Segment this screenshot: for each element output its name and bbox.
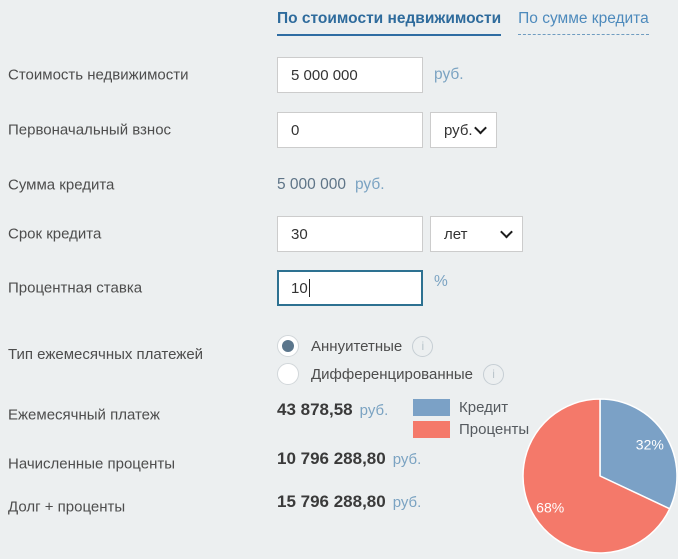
payment-type-row: Тип ежемесячных платежей Аннуитетные i Д… bbox=[0, 335, 678, 385]
tab-by-loan-amount[interactable]: По сумме кредита bbox=[518, 10, 649, 35]
radio-option-annuity[interactable]: Аннуитетные i bbox=[277, 335, 504, 357]
pie-chart: 32% 68% bbox=[522, 398, 678, 554]
loan-amount-label: Сумма кредита bbox=[8, 176, 115, 194]
accrued-interest-label: Начисленные проценты bbox=[8, 455, 175, 473]
interest-rate-label: Процентная ставка bbox=[8, 279, 143, 297]
tab-bar: По стоимости недвижимости По сумме креди… bbox=[277, 10, 649, 36]
monthly-payment-label: Ежемесячный платеж bbox=[8, 406, 160, 424]
legend-item-credit: Кредит bbox=[413, 399, 529, 416]
payment-type-label: Тип ежемесячных платежей bbox=[8, 346, 204, 363]
accrued-interest-value: 10 796 288,80 bbox=[277, 449, 386, 468]
property-value-input[interactable]: 5 000 000 bbox=[277, 57, 423, 93]
monthly-payment-row: Ежемесячный платеж 43 878,58 руб. bbox=[8, 400, 389, 424]
text-caret bbox=[308, 279, 310, 297]
property-value-label: Стоимость недвижимости bbox=[8, 66, 189, 84]
tab-by-property-value[interactable]: По стоимости недвижимости bbox=[277, 10, 502, 36]
legend-swatch-interest bbox=[413, 421, 450, 438]
pie-slice-label: 68% bbox=[536, 500, 564, 516]
radio-button-icon[interactable] bbox=[277, 363, 299, 385]
interest-rate-row: Процентная ставка 10 % bbox=[0, 270, 678, 306]
property-value-row: Стоимость недвижимости 5 000 000 руб. bbox=[0, 57, 678, 93]
debt-plus-interest-row: Долг + проценты 15 796 288,80 руб. bbox=[8, 492, 422, 516]
loan-amount-row: Сумма кредита 5 000 000 руб. bbox=[0, 167, 678, 203]
debt-plus-interest-label: Долг + проценты bbox=[8, 498, 126, 516]
percent-unit-label: % bbox=[434, 273, 448, 290]
loan-amount-value: 5 000 000 bbox=[277, 176, 346, 193]
pie-slice-Проценты bbox=[522, 398, 671, 554]
debt-plus-interest-value: 15 796 288,80 bbox=[277, 492, 386, 511]
down-payment-label: Первоначальный взнос bbox=[8, 121, 172, 139]
interest-rate-input[interactable]: 10 bbox=[277, 270, 423, 306]
loan-term-input[interactable]: 30 bbox=[277, 216, 423, 252]
info-icon[interactable]: i bbox=[412, 335, 434, 357]
down-payment-input[interactable]: 0 bbox=[277, 112, 423, 148]
currency-unit-label: руб. bbox=[434, 66, 464, 83]
chevron-down-icon bbox=[500, 225, 513, 239]
loan-amount-unit: руб. bbox=[354, 176, 385, 193]
loan-term-label: Срок кредита bbox=[8, 225, 102, 243]
loan-term-unit-select[interactable]: лет bbox=[430, 216, 523, 252]
radio-button-icon[interactable] bbox=[277, 335, 299, 357]
loan-term-row: Срок кредита 30 лет bbox=[0, 216, 678, 252]
pie-legend: Кредит Проценты bbox=[413, 399, 529, 443]
monthly-payment-value: 43 878,58 bbox=[277, 400, 353, 419]
legend-swatch-credit bbox=[413, 399, 450, 416]
info-icon[interactable]: i bbox=[483, 363, 505, 385]
radio-option-differentiated[interactable]: Дифференцированные i bbox=[277, 363, 505, 385]
chevron-down-icon bbox=[474, 121, 487, 135]
legend-item-interest: Проценты bbox=[413, 421, 529, 438]
down-payment-row: Первоначальный взнос 0 руб. bbox=[0, 112, 678, 148]
pie-slice-Кредит bbox=[599, 398, 678, 510]
accrued-interest-row: Начисленные проценты 10 796 288,80 руб. bbox=[8, 449, 422, 473]
pie-slice-label: 32% bbox=[636, 436, 664, 452]
down-payment-unit-select[interactable]: руб. bbox=[430, 112, 497, 148]
